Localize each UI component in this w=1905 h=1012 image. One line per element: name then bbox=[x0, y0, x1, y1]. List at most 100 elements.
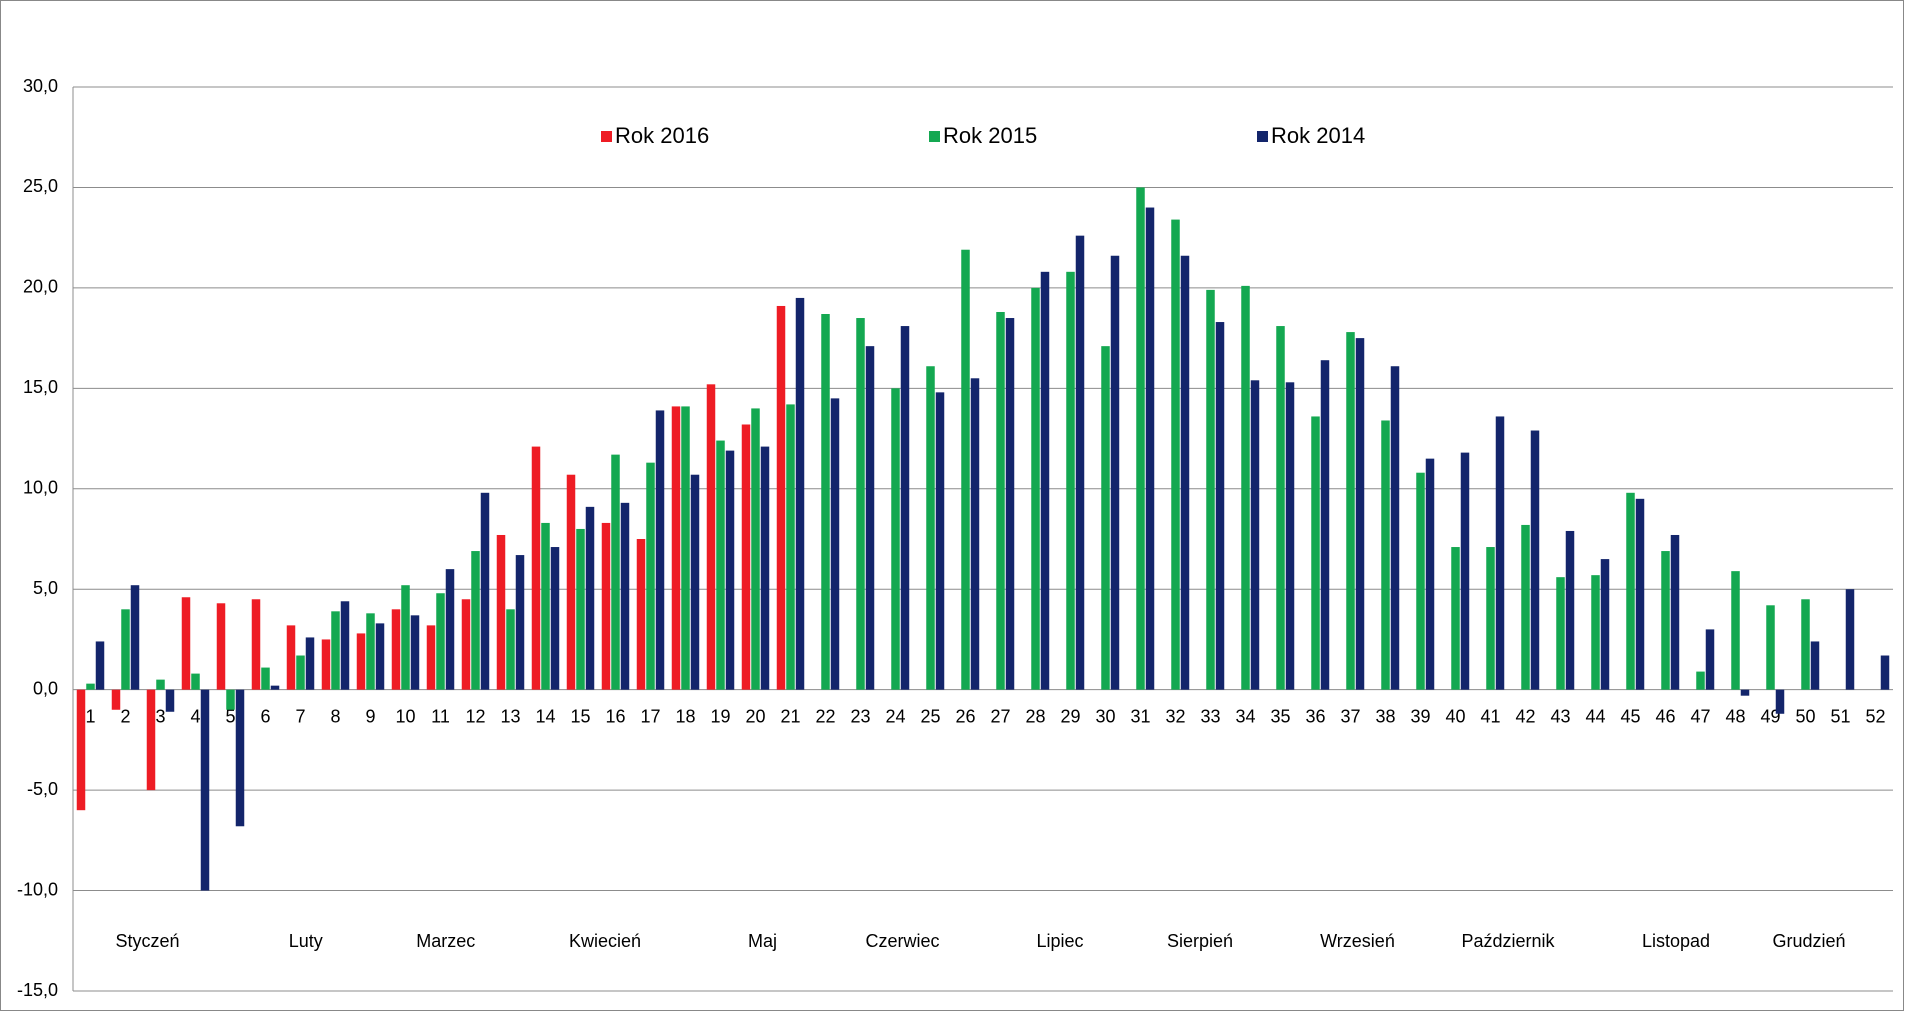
x-tick-label: 23 bbox=[850, 706, 870, 726]
x-tick-label: 18 bbox=[675, 706, 695, 726]
x-tick-label: 48 bbox=[1725, 706, 1745, 726]
bar bbox=[1486, 547, 1495, 690]
bar bbox=[996, 311, 1005, 690]
bar bbox=[1766, 605, 1775, 690]
bar bbox=[216, 603, 226, 690]
bar bbox=[1075, 235, 1085, 690]
y-tick-label: 30,0 bbox=[23, 76, 58, 96]
bar bbox=[1451, 547, 1460, 690]
x-tick-label: 34 bbox=[1235, 706, 1255, 726]
month-label: Marzec bbox=[416, 931, 475, 951]
x-tick-label: 7 bbox=[295, 706, 305, 726]
bar bbox=[1241, 285, 1250, 690]
bar bbox=[1880, 655, 1890, 690]
bar bbox=[786, 404, 795, 690]
bar bbox=[1171, 219, 1180, 690]
x-tick-label: 50 bbox=[1795, 706, 1815, 726]
bar bbox=[471, 551, 480, 690]
x-tick-label: 1 bbox=[85, 706, 95, 726]
x-tick-label: 31 bbox=[1130, 706, 1150, 726]
bar bbox=[1521, 524, 1530, 690]
y-tick-label: -15,0 bbox=[17, 980, 58, 1000]
bar bbox=[690, 474, 700, 690]
bar bbox=[1276, 326, 1285, 690]
bar bbox=[1626, 492, 1635, 690]
x-tick-label: 46 bbox=[1655, 706, 1675, 726]
bar bbox=[461, 599, 471, 690]
x-tick-label: 17 bbox=[640, 706, 660, 726]
month-label: Kwiecień bbox=[569, 931, 641, 951]
month-label: Listopad bbox=[1642, 931, 1710, 951]
bar bbox=[426, 625, 436, 690]
bar bbox=[1731, 571, 1740, 690]
bar bbox=[1845, 589, 1855, 690]
bar bbox=[636, 539, 646, 690]
bar bbox=[776, 305, 786, 690]
x-tick-label: 25 bbox=[920, 706, 940, 726]
x-tick-label: 22 bbox=[815, 706, 835, 726]
y-tick-label: 0,0 bbox=[33, 678, 58, 698]
bar bbox=[706, 384, 716, 690]
bar bbox=[576, 528, 585, 690]
bar bbox=[1320, 360, 1330, 690]
bar bbox=[391, 609, 401, 690]
x-tick-label: 36 bbox=[1305, 706, 1325, 726]
bar bbox=[1416, 472, 1425, 690]
bar bbox=[830, 398, 840, 690]
bar bbox=[76, 689, 86, 811]
bar bbox=[1031, 287, 1040, 690]
bar bbox=[585, 506, 595, 690]
bar bbox=[1215, 322, 1225, 690]
bar bbox=[331, 611, 340, 690]
y-tick-label: -5,0 bbox=[27, 779, 58, 799]
bar bbox=[1390, 366, 1400, 690]
bar bbox=[436, 593, 445, 690]
x-tick-label: 32 bbox=[1165, 706, 1185, 726]
bar bbox=[1530, 430, 1540, 690]
bar bbox=[375, 623, 385, 690]
bar bbox=[1705, 629, 1715, 690]
bar bbox=[1180, 255, 1190, 690]
month-label: Styczeń bbox=[116, 931, 180, 951]
bar bbox=[1565, 530, 1575, 690]
x-tick-label: 47 bbox=[1690, 706, 1710, 726]
bar bbox=[550, 547, 560, 690]
bar bbox=[821, 314, 830, 690]
bar bbox=[725, 450, 735, 690]
bar bbox=[165, 689, 175, 712]
bar bbox=[760, 446, 770, 690]
bar bbox=[1381, 420, 1390, 690]
month-label: Grudzień bbox=[1772, 931, 1845, 951]
bar bbox=[1355, 338, 1365, 690]
bar bbox=[620, 502, 630, 690]
bar bbox=[296, 655, 305, 690]
bar bbox=[286, 625, 296, 690]
bar bbox=[235, 689, 245, 827]
x-tick-label: 21 bbox=[780, 706, 800, 726]
bar bbox=[506, 609, 515, 690]
x-tick-label: 11 bbox=[431, 706, 450, 726]
bar bbox=[156, 679, 165, 690]
bar bbox=[251, 599, 261, 690]
bar bbox=[410, 615, 420, 690]
x-tick-label: 37 bbox=[1340, 706, 1360, 726]
bar bbox=[751, 408, 760, 690]
y-tick-label: 10,0 bbox=[23, 478, 58, 498]
bar bbox=[1591, 575, 1600, 690]
y-tick-label: 15,0 bbox=[23, 377, 58, 397]
bar bbox=[1285, 382, 1295, 690]
bar bbox=[611, 454, 620, 690]
x-tick-label: 4 bbox=[190, 706, 200, 726]
legend-label: Rok 2014 bbox=[1271, 123, 1365, 148]
bar bbox=[865, 346, 875, 690]
bar bbox=[1206, 289, 1215, 690]
bar bbox=[1696, 671, 1705, 690]
x-tick-label: 16 bbox=[605, 706, 625, 726]
bar bbox=[1136, 187, 1145, 690]
legend-label: Rok 2015 bbox=[943, 123, 1037, 148]
month-label: Czerwiec bbox=[865, 931, 939, 951]
bar bbox=[900, 326, 910, 690]
bar bbox=[86, 683, 95, 690]
